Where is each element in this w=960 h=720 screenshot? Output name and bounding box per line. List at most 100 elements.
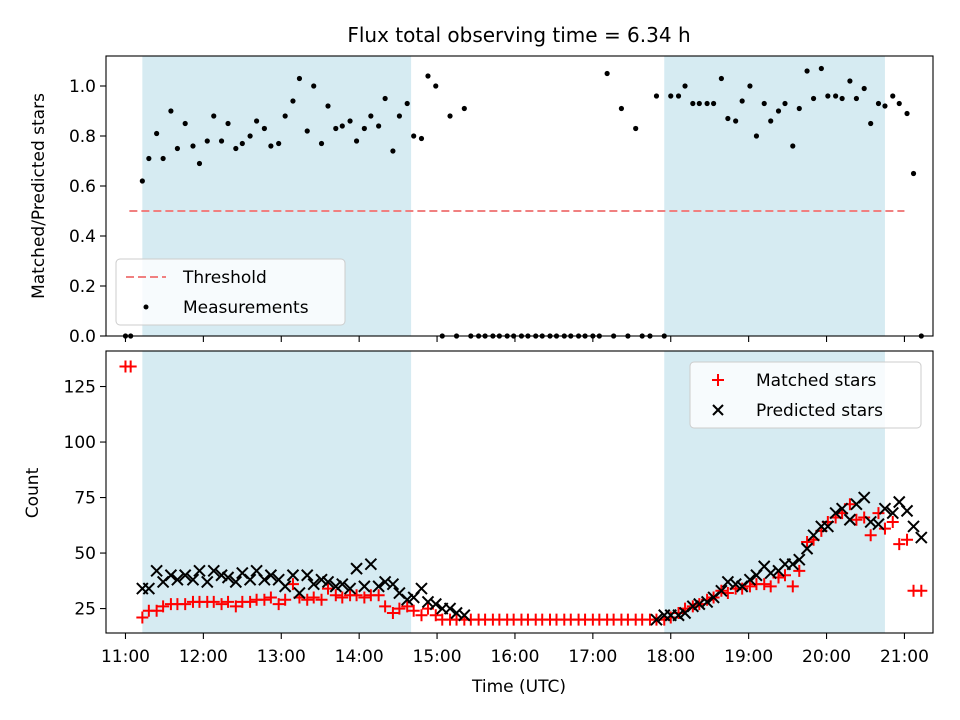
predicted-star-point xyxy=(835,502,849,515)
measurement-point xyxy=(304,128,310,134)
measurement-point xyxy=(325,103,331,109)
measurement-point xyxy=(818,65,824,72)
matched-star-point xyxy=(786,580,799,593)
measurement-point xyxy=(447,113,453,119)
measurement-point xyxy=(353,138,360,144)
measurement-point xyxy=(790,143,796,149)
measurement-point xyxy=(211,113,217,119)
predicted-star-point xyxy=(221,571,235,584)
bottom-axes-frame xyxy=(105,350,934,634)
predicted-star-point xyxy=(343,582,357,595)
top-panel: 0.0 0.2 0.4 0.6 0.8 1.0 Matched/Predicted sta… xyxy=(29,55,934,347)
measurement-point xyxy=(710,100,717,107)
measurement-point xyxy=(896,100,902,107)
top-legend: Threshold Measurements xyxy=(115,258,346,326)
x-tick-label: 18:00 xyxy=(646,647,695,667)
measurement-point xyxy=(604,70,610,77)
matched-star-point xyxy=(415,609,428,622)
x-tick-label: 21:00 xyxy=(880,647,929,667)
measurement-point xyxy=(739,98,745,104)
measurement-point xyxy=(361,125,367,132)
bottom-legend-box xyxy=(689,361,922,429)
matched-star-point xyxy=(157,600,170,613)
predicted-star-point xyxy=(429,597,442,611)
measurement-point xyxy=(804,68,810,74)
top-y-ticks: 0.0 0.2 0.4 0.6 0.8 1.0 xyxy=(69,77,106,347)
y-tick-label: 75 xyxy=(74,489,96,509)
predicted-star-point xyxy=(458,609,471,622)
y-tick-label: 25 xyxy=(74,600,96,620)
predicted-star-point xyxy=(193,564,206,578)
predicted-star-point xyxy=(693,597,706,611)
legend-matched-swatch xyxy=(712,374,724,386)
x-tick-label: 12:00 xyxy=(179,647,228,667)
measurement-point xyxy=(668,93,674,99)
matched-star-point xyxy=(864,529,877,542)
measurement-point xyxy=(390,148,396,154)
predicted-star-point xyxy=(764,566,777,580)
matched-star-point xyxy=(315,593,328,606)
predicted-star-point xyxy=(715,584,728,598)
measurement-point xyxy=(339,123,345,129)
legend-predicted-label: Predicted stars xyxy=(756,401,883,421)
measurement-point xyxy=(333,125,339,132)
predicted-star-point xyxy=(650,613,663,626)
predicted-star-point xyxy=(450,606,463,620)
matched-star-point xyxy=(743,580,756,593)
predicted-star-point xyxy=(358,580,371,593)
y-tick-label: 0.4 xyxy=(69,227,96,247)
predicted-star-point xyxy=(886,506,899,520)
x-axis-label: Time (UTC) xyxy=(471,677,566,697)
bottom-x-ticks: 11:00 12:00 13:00 14:00 15:00 16:00 17:00 18:00… xyxy=(101,633,929,667)
y-tick-label: 50 xyxy=(74,544,96,564)
x-tick-label: 11:00 xyxy=(101,647,150,667)
predicted-star-point xyxy=(864,515,877,529)
matched-star-point xyxy=(336,591,349,604)
measurement-point xyxy=(261,125,267,132)
measurement-point xyxy=(890,93,896,99)
measurement-point xyxy=(704,100,710,107)
predicted-star-point xyxy=(900,504,914,518)
measurement-point xyxy=(146,155,152,162)
measurement-point xyxy=(290,98,296,104)
matched-star-point xyxy=(758,578,771,591)
matched-star-point xyxy=(358,591,371,604)
predicted-star-point xyxy=(878,502,892,515)
matched-star-point xyxy=(672,607,685,620)
measurement-point xyxy=(696,100,702,107)
matched-star-point xyxy=(207,595,220,608)
measurement-point xyxy=(839,95,845,102)
measurement-point xyxy=(382,95,388,102)
predicted-star-point xyxy=(700,595,714,609)
measurement-point xyxy=(861,85,867,92)
measurement-point xyxy=(139,178,145,184)
predicted-star-point xyxy=(164,569,178,582)
measurement-point xyxy=(847,78,853,84)
predicted-star-point xyxy=(872,517,885,531)
top-axes-frame xyxy=(105,55,934,337)
bottom-panel: 25 50 75 100 125 11:00 12:00 13:00 14:00 15:00 16… xyxy=(23,350,934,697)
matched-star-point xyxy=(150,604,163,617)
matched-star-point xyxy=(401,600,414,613)
measurement-point xyxy=(875,100,882,107)
measurement-point xyxy=(168,108,174,114)
predicted-star-point xyxy=(786,557,799,571)
measurement-point xyxy=(753,133,760,139)
measurement-point xyxy=(761,100,767,107)
predicted-star-point xyxy=(793,553,806,566)
matched-star-point xyxy=(279,593,292,606)
predicted-star-point xyxy=(378,575,392,589)
predicted-star-point xyxy=(229,575,243,589)
matched-star-point xyxy=(901,533,914,546)
measurement-point xyxy=(904,110,910,117)
predicted-star-point xyxy=(264,569,278,582)
bottom-y-ticks: 25 50 75 100 125 xyxy=(64,378,106,620)
legend-matched-label: Matched stars xyxy=(756,371,876,391)
matched-star-point xyxy=(301,593,314,606)
measurement-point xyxy=(433,83,439,89)
measurement-point xyxy=(633,125,639,132)
matched-star-point xyxy=(850,513,863,526)
chart-title: Flux total observing time = 6.34 h xyxy=(347,23,690,47)
x-tick-label: 13:00 xyxy=(257,647,306,667)
